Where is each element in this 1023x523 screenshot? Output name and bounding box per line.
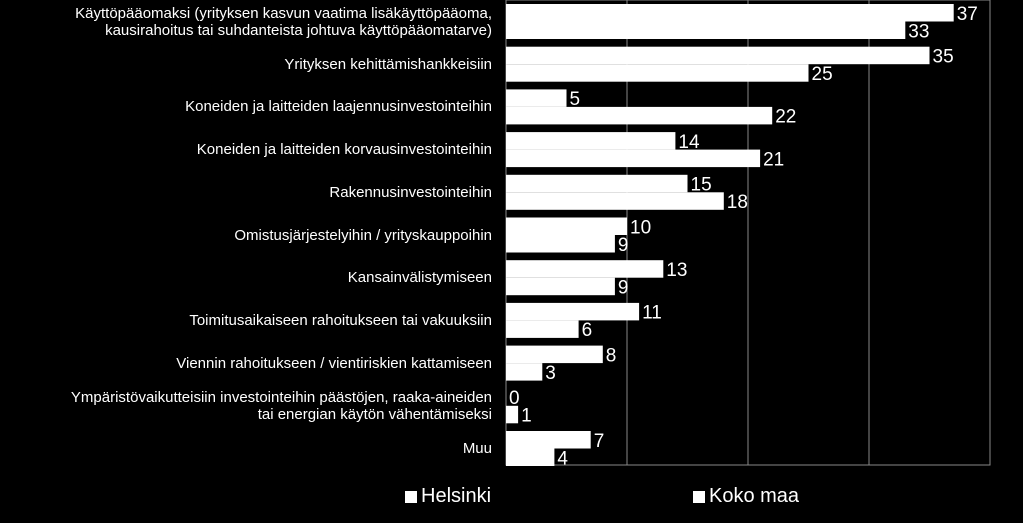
bar-koko-maa [506, 320, 579, 338]
category-label: Toimitusaikaiseen rahoitukseen tai vakuu… [189, 312, 492, 329]
legend-item-helsinki: Helsinki [405, 485, 491, 508]
category-label: Ympäristövaikutteisiin investointeihin p… [71, 389, 492, 423]
bar-helsinki [506, 431, 591, 449]
bar-koko-maa [506, 64, 809, 82]
bar-helsinki [506, 46, 930, 65]
category-label-line: Toimitusaikaiseen rahoitukseen tai vakuu… [189, 311, 492, 329]
bar-helsinki [506, 4, 954, 22]
data-label-helsinki: 14 [678, 132, 700, 153]
data-label-koko-maa: 9 [618, 277, 629, 298]
bar-helsinki [506, 345, 603, 364]
legend-swatch-helsinki [405, 490, 417, 503]
category-label-line: Käyttöpääomaksi (yrityksen kasvun vaatim… [75, 4, 492, 22]
data-label-helsinki: 8 [606, 345, 617, 366]
data-label-koko-maa: 21 [763, 149, 784, 170]
bar-koko-maa [506, 21, 906, 39]
bar-koko-maa [506, 149, 761, 168]
legend-label-helsinki: Helsinki [421, 485, 492, 507]
bar-koko-maa [506, 192, 724, 210]
category-label: Yrityksen kehittämishankkeisiin [284, 56, 492, 73]
data-label-koko-maa: 18 [727, 192, 748, 213]
category-label: Kansainvälistymiseen [348, 269, 492, 286]
category-label-line: Omistusjärjestelyihin / yrityskauppoihin [234, 226, 492, 244]
category-label-line: Ympäristövaikutteisiin investointeihin p… [70, 388, 492, 406]
data-label-helsinki: 37 [957, 4, 978, 25]
data-label-helsinki: 35 [933, 46, 954, 67]
data-label-koko-maa: 22 [775, 107, 796, 128]
data-label-helsinki: 15 [691, 175, 712, 196]
data-label-helsinki: 13 [666, 260, 687, 281]
category-label: Viennin rahoitukseen / vientiriskien kat… [176, 355, 492, 372]
category-label-line: Yrityksen kehittämishankkeisiin [284, 55, 492, 73]
category-label: Koneiden ja laitteiden korvausinvestoint… [197, 141, 492, 158]
category-label-line: Koneiden ja laitteiden korvausinvestoint… [196, 141, 492, 159]
category-label-line: tai energian käytön vähentämiseksi [257, 405, 492, 423]
bar-koko-maa [506, 363, 543, 381]
category-label: Rakennusinvestointeihin [329, 184, 492, 201]
data-label-helsinki: 5 [570, 89, 581, 110]
data-label-helsinki: 10 [630, 217, 651, 238]
data-label-koko-maa: 33 [908, 21, 929, 42]
data-label-helsinki: 0 [509, 388, 520, 409]
bar-helsinki [506, 302, 640, 321]
data-label-koko-maa: 6 [582, 320, 593, 341]
category-label-line: kausirahoitus tai suhdanteista johtuva k… [105, 21, 492, 39]
category-label-line: Kansainvälistymiseen [347, 269, 492, 287]
category-label-line: Rakennusinvestointeihin [329, 183, 492, 201]
bar-helsinki [506, 217, 627, 235]
bar-koko-maa [506, 448, 555, 466]
category-label-line: Koneiden ja laitteiden laajennusinvestoi… [185, 98, 492, 116]
data-label-helsinki: 11 [642, 303, 662, 324]
category-label: Koneiden ja laitteiden laajennusinvestoi… [185, 98, 492, 115]
bar-helsinki [506, 260, 664, 278]
data-label-koko-maa: 25 [812, 64, 833, 85]
data-label-koko-maa: 3 [545, 363, 556, 384]
category-label-line: Viennin rahoitukseen / vientiriskien kat… [176, 354, 492, 372]
legend-item-koko-maa: Koko maa [693, 485, 799, 508]
bar-helsinki [506, 132, 676, 150]
bar-koko-maa [506, 277, 615, 296]
data-label-koko-maa: 4 [557, 448, 568, 469]
category-label: Omistusjärjestelyihin / yrityskauppoihin [234, 227, 492, 244]
legend-swatch-koko-maa [693, 490, 705, 503]
category-label-line: Muu [462, 440, 492, 457]
bar-koko-maa [506, 106, 773, 125]
bar-koko-maa [506, 235, 615, 253]
legend-label-koko-maa: Koko maa [709, 485, 800, 507]
bar-helsinki [506, 174, 688, 193]
bar-koko-maa [506, 405, 519, 424]
category-label: Käyttöpääomaksi (yrityksen kasvun vaatim… [75, 5, 492, 39]
data-label-koko-maa: 1 [521, 406, 532, 427]
data-label-helsinki: 7 [594, 431, 605, 452]
bar-helsinki [506, 89, 567, 107]
data-label-koko-maa: 9 [618, 235, 629, 256]
category-label: Muu [463, 440, 492, 457]
